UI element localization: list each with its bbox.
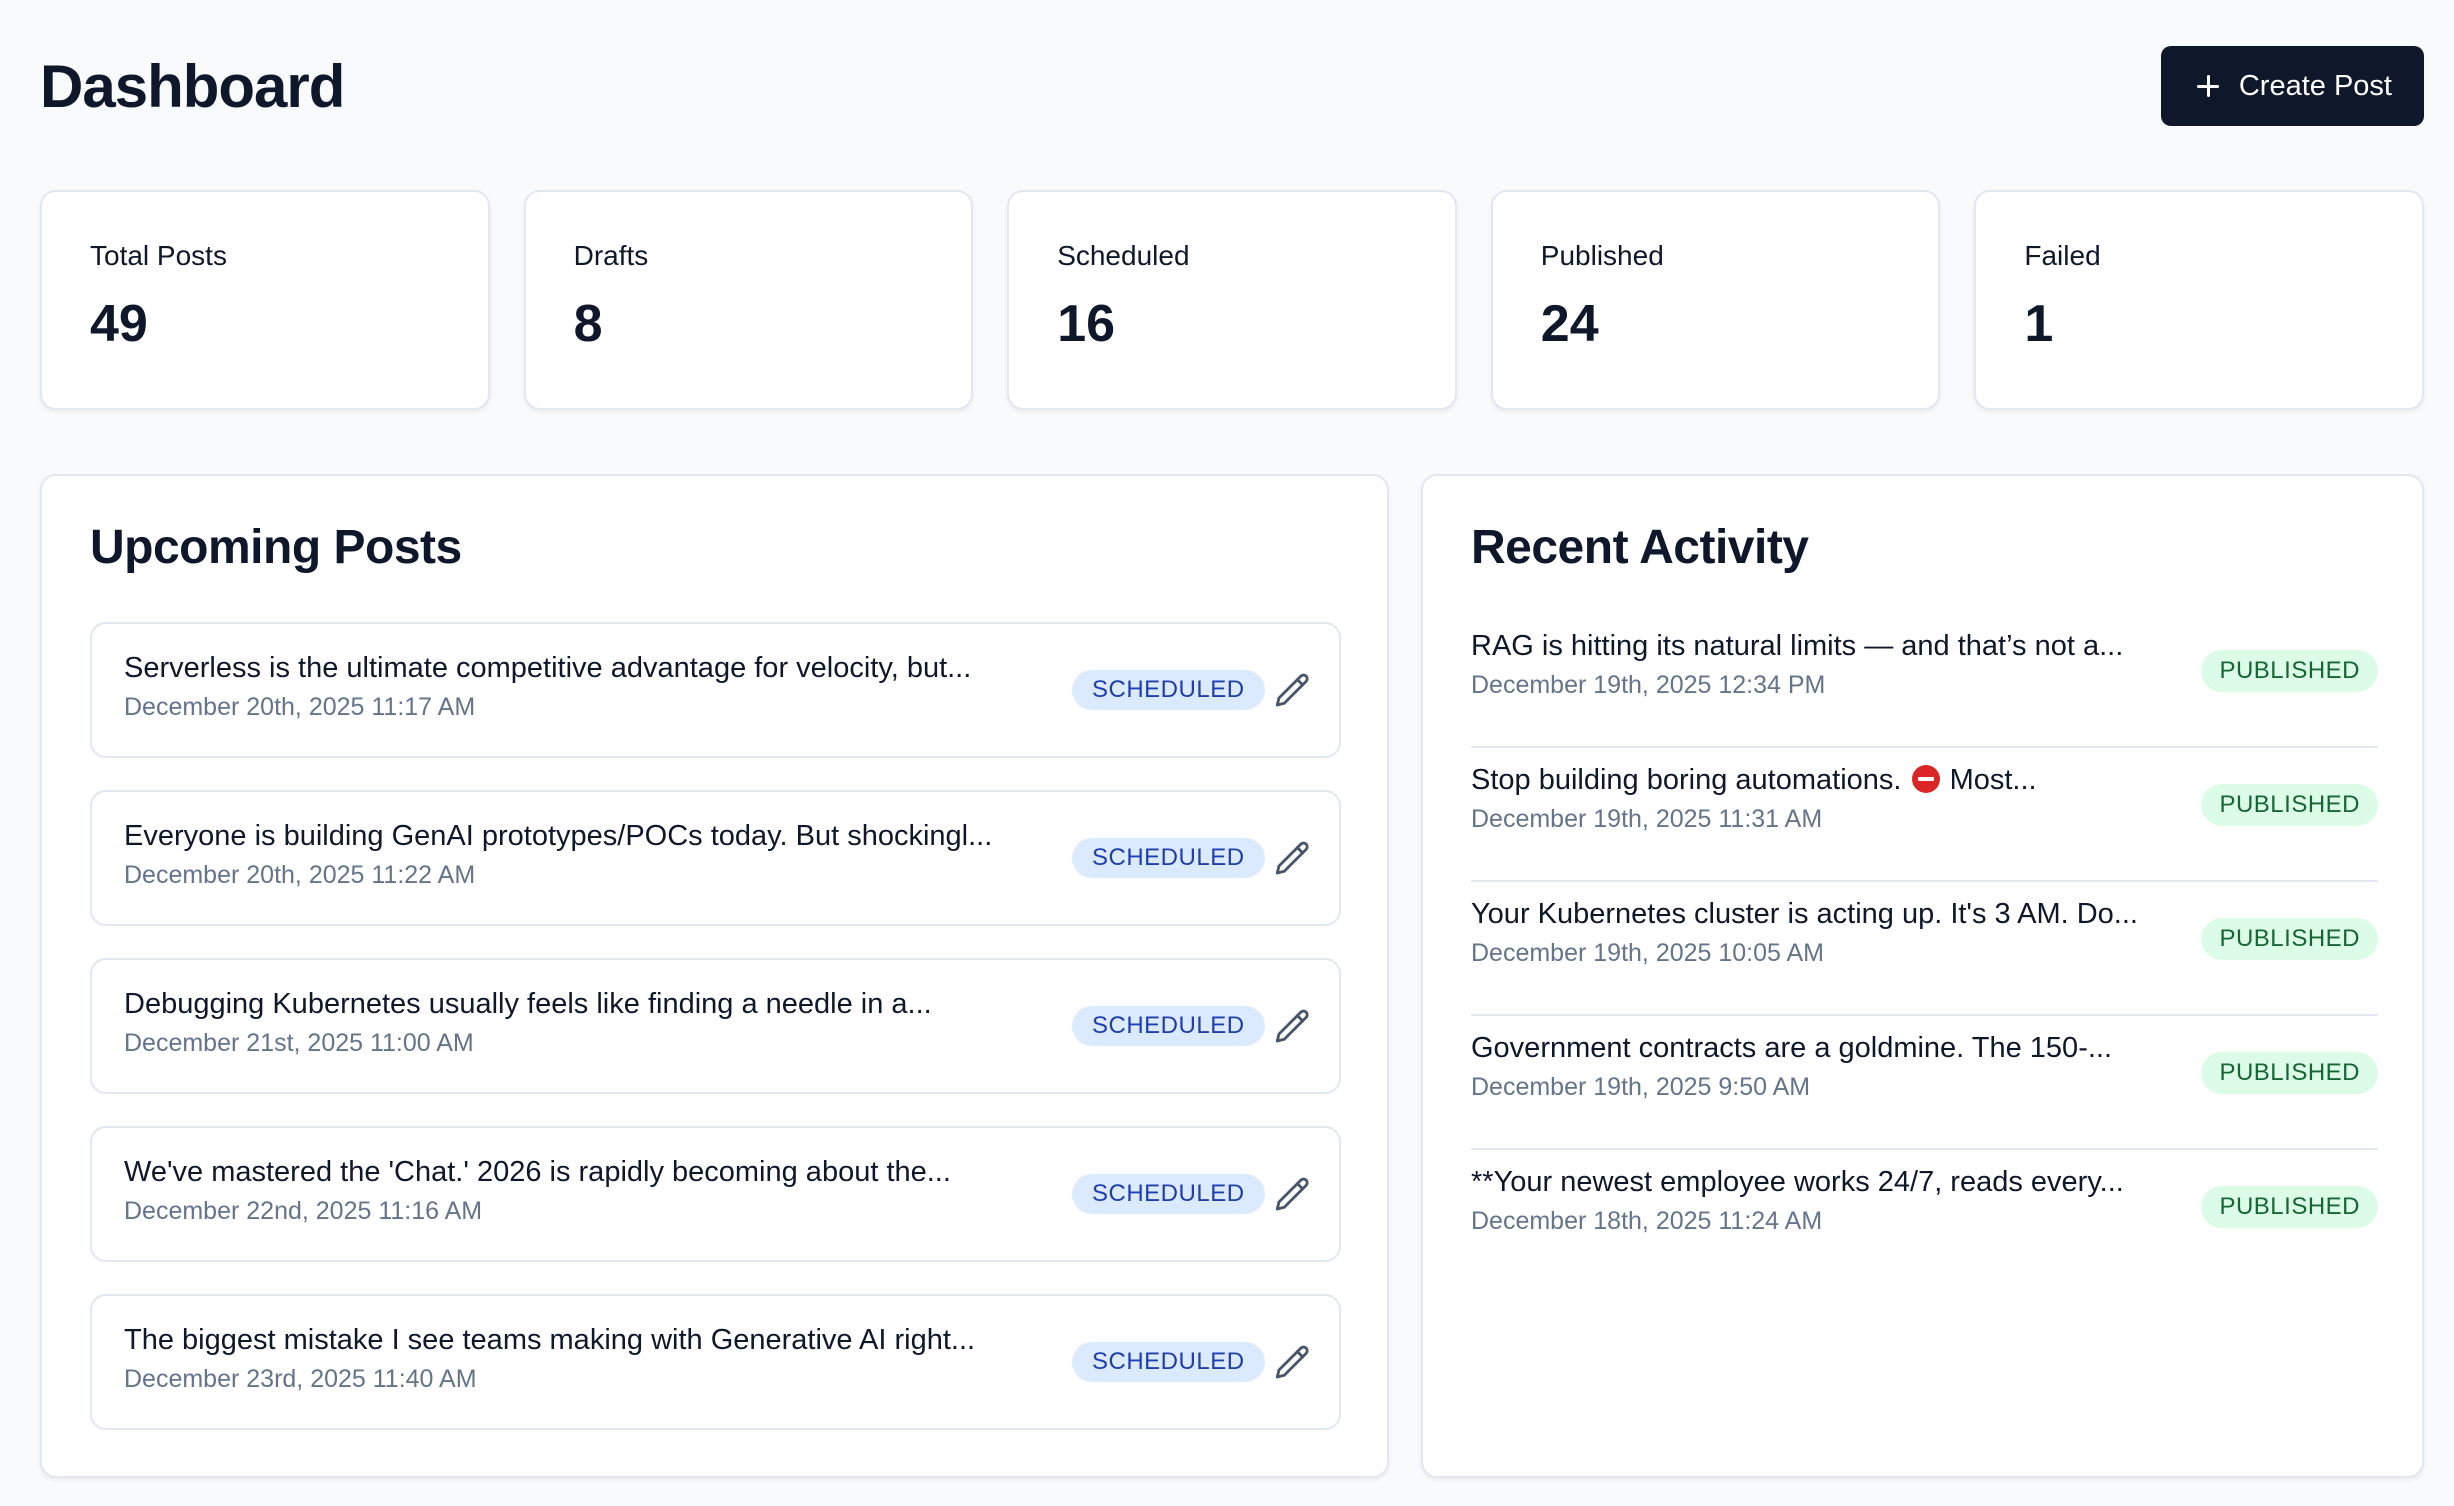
stat-label: Failed <box>2024 240 2101 271</box>
stat-label: Scheduled <box>1057 240 1190 271</box>
create-post-label: Create Post <box>2238 69 2392 102</box>
activity-date: December 19th, 2025 12:34 PM <box>1471 671 1826 699</box>
stat-card-scheduled: Scheduled 16 <box>1007 190 1457 410</box>
status-badge: PUBLISHED <box>2201 650 2378 692</box>
pencil-icon <box>1275 841 1309 875</box>
edit-post-button[interactable] <box>1272 1174 1314 1216</box>
recent-activity-list: RAG is hitting its natural limits — and … <box>1471 614 2378 1284</box>
edit-post-button[interactable] <box>1272 670 1314 712</box>
activity-date: December 19th, 2025 11:31 AM <box>1471 805 1823 833</box>
pencil-icon <box>1275 1345 1309 1379</box>
post-text: Serverless is the ultimate competitive a… <box>124 652 1044 722</box>
upcoming-posts-title: Upcoming Posts <box>90 521 462 574</box>
edit-post-button[interactable] <box>1272 838 1314 880</box>
stat-label: Published <box>1540 240 1664 271</box>
post-title: Serverless is the ultimate competitive a… <box>124 652 972 684</box>
status-badge: PUBLISHED <box>2201 918 2378 960</box>
post-title: The biggest mistake I see teams making w… <box>124 1324 976 1356</box>
stat-label: Total Posts <box>90 240 227 271</box>
activity-text: Stop building boring automations. Most..… <box>1471 764 2171 834</box>
activity-date: December 19th, 2025 9:50 AM <box>1471 1073 1811 1101</box>
upcoming-post-row[interactable]: The biggest mistake I see teams making w… <box>90 1294 1341 1430</box>
page-header: Dashboard Create Post <box>40 46 2424 126</box>
post-text: We've mastered the 'Chat.' 2026 is rapid… <box>124 1156 1044 1226</box>
activity-text: **Your newest employee works 24/7, reads… <box>1471 1166 2171 1236</box>
status-badge: PUBLISHED <box>2201 1186 2378 1228</box>
activity-title-start: Stop building boring automations. <box>1471 764 1910 796</box>
activity-item[interactable]: **Your newest employee works 24/7, reads… <box>1471 1150 2378 1284</box>
post-text: Debugging Kubernetes usually feels like … <box>124 988 1044 1058</box>
status-badge: SCHEDULED <box>1072 1006 1265 1046</box>
activity-item[interactable]: RAG is hitting its natural limits — and … <box>1471 614 2378 748</box>
stat-card-total-posts: Total Posts 49 <box>40 190 490 410</box>
activity-item[interactable]: Government contracts are a goldmine. The… <box>1471 1016 2378 1150</box>
activity-title: RAG is hitting its natural limits — and … <box>1471 630 2124 662</box>
create-post-button[interactable]: Create Post <box>2160 46 2424 126</box>
recent-activity-panel: Recent Activity RAG is hitting its natur… <box>1421 474 2424 1478</box>
edit-post-button[interactable] <box>1272 1006 1314 1048</box>
plus-icon <box>2195 73 2221 99</box>
upcoming-posts-list: Serverless is the ultimate competitive a… <box>90 622 1341 1462</box>
post-date: December 22nd, 2025 11:16 AM <box>124 1197 483 1225</box>
post-title: Everyone is building GenAI prototypes/PO… <box>124 820 993 852</box>
post-date: December 20th, 2025 11:22 AM <box>124 861 476 889</box>
upcoming-post-row[interactable]: Everyone is building GenAI prototypes/PO… <box>90 790 1341 926</box>
post-title: We've mastered the 'Chat.' 2026 is rapid… <box>124 1156 951 1188</box>
post-title: Debugging Kubernetes usually feels like … <box>124 988 932 1020</box>
stat-value: 1 <box>2024 295 2054 353</box>
pencil-icon <box>1275 1009 1309 1043</box>
activity-title: Your Kubernetes cluster is acting up. It… <box>1471 898 2138 930</box>
status-badge: SCHEDULED <box>1072 1174 1265 1214</box>
activity-title-end: Most... <box>1941 764 2037 796</box>
stat-card-failed: Failed 1 <box>1974 190 2424 410</box>
stat-value: 49 <box>90 295 148 353</box>
activity-text: RAG is hitting its natural limits — and … <box>1471 630 2171 700</box>
pencil-icon <box>1275 673 1309 707</box>
post-date: December 21st, 2025 11:00 AM <box>124 1029 474 1057</box>
stat-label: Drafts <box>573 240 649 271</box>
page-title: Dashboard <box>40 52 345 120</box>
status-badge: SCHEDULED <box>1072 670 1265 710</box>
stat-card-published: Published 24 <box>1490 190 1941 410</box>
status-badge: SCHEDULED <box>1072 838 1265 878</box>
activity-item[interactable]: Your Kubernetes cluster is acting up. It… <box>1471 882 2378 1016</box>
activity-title: Government contracts are a goldmine. The… <box>1471 1032 2113 1064</box>
activity-item[interactable]: Stop building boring automations. Most..… <box>1471 748 2378 882</box>
upcoming-post-row[interactable]: We've mastered the 'Chat.' 2026 is rapid… <box>90 1126 1341 1262</box>
stats-row: Total Posts 49 Drafts 8 Scheduled 16 Pub… <box>40 190 2424 410</box>
activity-title: **Your newest employee works 24/7, reads… <box>1471 1166 2124 1198</box>
status-badge: SCHEDULED <box>1072 1342 1265 1382</box>
post-text: The biggest mistake I see teams making w… <box>124 1324 1044 1394</box>
activity-text: Your Kubernetes cluster is acting up. It… <box>1471 898 2171 968</box>
activity-date: December 19th, 2025 10:05 AM <box>1471 939 1825 967</box>
status-badge: PUBLISHED <box>2201 784 2378 826</box>
pencil-icon <box>1275 1177 1309 1211</box>
stat-value: 8 <box>573 295 603 353</box>
post-text: Everyone is building GenAI prototypes/PO… <box>124 820 1044 890</box>
activity-text: Government contracts are a goldmine. The… <box>1471 1032 2171 1102</box>
upcoming-posts-panel: Upcoming Posts Serverless is the ultimat… <box>40 474 1389 1478</box>
stat-value: 16 <box>1057 295 1116 353</box>
upcoming-post-row[interactable]: Serverless is the ultimate competitive a… <box>90 622 1341 758</box>
status-badge: PUBLISHED <box>2201 1052 2378 1094</box>
stat-value: 24 <box>1540 295 1599 353</box>
post-date: December 20th, 2025 11:17 AM <box>124 693 476 721</box>
activity-date: December 18th, 2025 11:24 AM <box>1471 1207 1823 1235</box>
stat-card-drafts: Drafts 8 <box>523 190 974 410</box>
post-date: December 23rd, 2025 11:40 AM <box>124 1365 477 1393</box>
recent-activity-title: Recent Activity <box>1471 521 1809 574</box>
upcoming-post-row[interactable]: Debugging Kubernetes usually feels like … <box>90 958 1341 1094</box>
activity-title: Stop building boring automations. Most..… <box>1471 764 2171 797</box>
edit-post-button[interactable] <box>1272 1342 1314 1384</box>
stop-sign-icon <box>1911 765 1940 793</box>
